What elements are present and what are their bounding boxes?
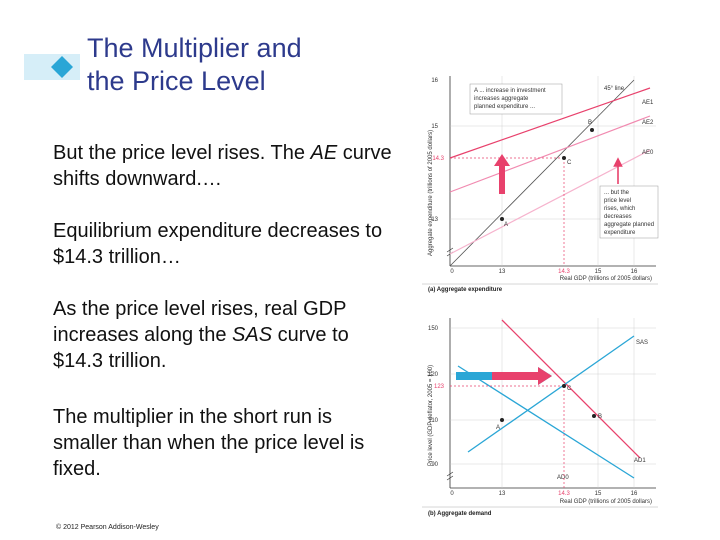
xtick-b-16: 16 <box>631 491 638 497</box>
point-a-a <box>500 217 504 221</box>
line-45 <box>449 79 635 267</box>
caption-b: (b) Aggregate demand <box>428 511 492 517</box>
ytick-b-110: 110 <box>428 418 438 424</box>
ylabel-b: Price level (GDP deflator, 2005 = 100) <box>428 365 434 466</box>
p1-text-c: curve shifts downward.… <box>53 142 392 190</box>
annotation-top-box <box>469 83 563 115</box>
ytick-a-0: 0 <box>450 269 454 275</box>
curve-ae1 <box>449 87 651 159</box>
xtick-b-13: 13 <box>499 491 506 497</box>
title-line-1: The Multiplier and <box>87 33 302 63</box>
label-b-a: B <box>588 120 592 126</box>
annotation-bottom: ... but the price level rises, which dec… <box>604 190 656 236</box>
point-a-b <box>500 418 504 422</box>
p1-text-a: But the price level rises. The <box>53 142 311 164</box>
xtick-a-15: 15 <box>595 269 602 275</box>
label-45-line: 45° line <box>604 86 625 92</box>
xtick-a-16: 16 <box>631 269 638 275</box>
point-c-b <box>562 384 566 388</box>
ytick-a-13: 13 <box>431 217 438 223</box>
ytick-b-120: 120 <box>428 372 439 378</box>
economics-figure: 45° line AE1 AE2 AE0 B C A A ... increas… <box>402 66 720 524</box>
label-ae2: AE2 <box>642 120 654 126</box>
ymarker-b: 123 <box>434 384 445 390</box>
paragraph-multiplier: The multiplier in the short run is small… <box>53 406 365 480</box>
curve-ad0 <box>457 365 635 479</box>
xtick-a-13: 13 <box>499 269 506 275</box>
label-sas: SAS <box>636 340 648 346</box>
label-ae1: AE1 <box>642 100 654 106</box>
panel-a: 45° line AE1 AE2 AE0 B C A A ... increas… <box>422 76 659 293</box>
axis-break-b <box>446 471 454 481</box>
ytick-b-0: 0 <box>450 491 454 497</box>
title-line-2: the Price Level <box>87 66 266 96</box>
curve-ae2 <box>449 115 651 193</box>
point-b-b <box>592 414 596 418</box>
point-c-a <box>562 156 566 160</box>
curve-ae0 <box>449 149 651 255</box>
annotation-top: A ... increase in investment increases a… <box>474 88 547 110</box>
arrow-right-pink <box>492 367 552 385</box>
xtick-a-143: 14.3 <box>558 269 570 275</box>
ymarker-a: 14.3 <box>432 156 444 162</box>
label-a-a: A <box>504 222 508 228</box>
arrow-up-shaft <box>499 166 505 194</box>
paragraph-sas: As the price level rises, real GDP incre… <box>53 296 398 374</box>
label-ad0: AD0 <box>557 475 569 481</box>
caption-a: (a) Aggregate expenditure <box>428 287 503 293</box>
label-c-b: C <box>567 386 572 392</box>
label-b-b: B <box>598 414 602 420</box>
xtick-b-15: 15 <box>595 491 602 497</box>
p1-ae: AE <box>310 142 338 164</box>
label-ad1: AD1 <box>634 458 646 464</box>
slide-title: The Multiplier and the Price Level <box>87 32 407 98</box>
copyright: © 2012 Pearson Addison-Wesley <box>56 524 159 531</box>
curve-ad1 <box>501 319 641 459</box>
ytick-a-15: 15 <box>431 124 438 130</box>
title-decoration-icon <box>24 54 80 80</box>
p3-sas: SAS <box>232 324 273 346</box>
label-a-b: A <box>496 425 500 431</box>
point-b-a <box>590 128 594 132</box>
xtick-b-143: 14.3 <box>558 491 570 497</box>
p3-text-a: As the price level rises, real GDP incre… <box>53 298 347 346</box>
figure-svg: 45° line AE1 AE2 AE0 B C A A ... increas… <box>422 76 659 517</box>
xlabel-a: Real GDP (trillions of 2005 dollars) <box>560 276 652 282</box>
annotation-bottom-box <box>599 185 659 239</box>
xlabel-b: Real GDP (trillions of 2005 dollars) <box>560 499 652 505</box>
paragraph-equilibrium: Equilibrium expenditure decreases to $14… <box>53 220 383 268</box>
ytick-b-150: 150 <box>428 326 439 332</box>
label-ae0: AE0 <box>642 150 654 156</box>
ylabel-a: Aggregate expenditure (trillions of 2005… <box>428 130 434 256</box>
arrow-up-head <box>494 154 510 166</box>
panel-b: SAS AD1 AD0 A B C 150 120 110 90 0 123 1… <box>422 318 658 517</box>
ytick-b-90: 90 <box>431 462 438 468</box>
paragraph-ae-shift: But the price level rises. The AE curve … <box>53 140 398 192</box>
label-c-a: C <box>567 160 572 166</box>
p3-text-c: curve to $14.3 trillion. <box>53 324 349 372</box>
ytick-a-16: 16 <box>431 78 438 84</box>
curve-sas <box>467 335 635 453</box>
